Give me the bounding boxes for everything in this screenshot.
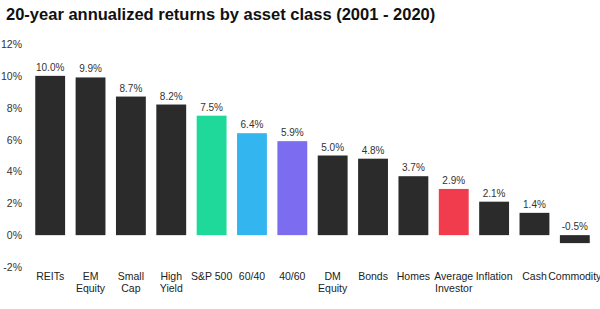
x-tick-label-line: DM [325,270,341,282]
data-label: 10.0% [36,62,64,73]
x-tick-label: AverageInvestor [434,270,473,294]
x-tick-label: Commodity [548,270,600,282]
bar [358,159,388,235]
bar [560,235,590,243]
data-label: -0.5% [562,221,588,232]
x-tick-label-line: Equity [76,282,106,294]
y-tick-label: 8% [7,102,22,114]
x-tick-label: DMEquity [318,270,348,294]
bar [116,97,146,236]
data-label: 5.0% [321,142,344,153]
x-tick-label: REITs [36,270,64,282]
bar [277,141,307,235]
x-tick-label: EMEquity [76,270,106,294]
data-label: 4.8% [362,145,385,156]
y-tick-label: 12% [1,38,22,50]
y-tick-label: 4% [7,165,22,177]
x-tick-label: HighYield [160,270,183,294]
chart: 20-year annualized returns by asset clas… [0,0,600,309]
x-tick-label: Inflation [476,270,513,282]
bar [197,116,227,235]
x-tick-label-line: Equity [318,282,348,294]
data-label: 6.4% [241,119,264,130]
x-tick-label-line: Yield [160,282,183,294]
bar [156,105,186,236]
x-tick-label-line: EM [83,270,99,282]
x-tick-label: 40/60 [279,270,305,282]
bar [318,156,348,236]
x-tick-label-line: Cap [121,282,140,294]
y-tick-label: 2% [7,197,22,209]
data-label: 8.2% [160,91,183,102]
bar [237,133,267,235]
bar [479,202,509,235]
bars [35,76,590,243]
y-tick-label: 10% [1,70,22,82]
x-tick-label: Homes [397,270,430,282]
title: 20-year annualized returns by asset clas… [6,5,435,23]
x-tick-label: 60/40 [239,270,265,282]
y-tick-label: -2% [3,261,22,273]
data-label: 5.9% [281,127,304,138]
data-label: 2.9% [442,175,465,186]
data-label: 9.9% [79,63,102,74]
x-tick-label-line: Investor [435,282,473,294]
bar [76,77,106,235]
data-label: 2.1% [483,188,506,199]
data-label: 7.5% [200,102,223,113]
bar [520,213,550,235]
bar [398,176,428,235]
labels: 10.0%REITs9.9%EMEquity8.7%SmallCap8.2%Hi… [36,62,600,294]
x-tick-label: S&P 500 [191,270,232,282]
data-label: 8.7% [119,83,142,94]
bar [439,189,469,235]
bar [35,76,65,235]
data-label: 1.4% [523,199,546,210]
y-tick-label: 0% [7,229,22,241]
data-label: 3.7% [402,162,425,173]
x-tick-label: Bonds [358,270,388,282]
x-tick-label-line: High [160,270,182,282]
x-tick-label-line: Small [118,270,144,282]
x-tick-label: SmallCap [118,270,144,294]
x-tick-label: Cash [522,270,547,282]
y-tick-label: 6% [7,134,22,146]
x-tick-label-line: Average [434,270,473,282]
